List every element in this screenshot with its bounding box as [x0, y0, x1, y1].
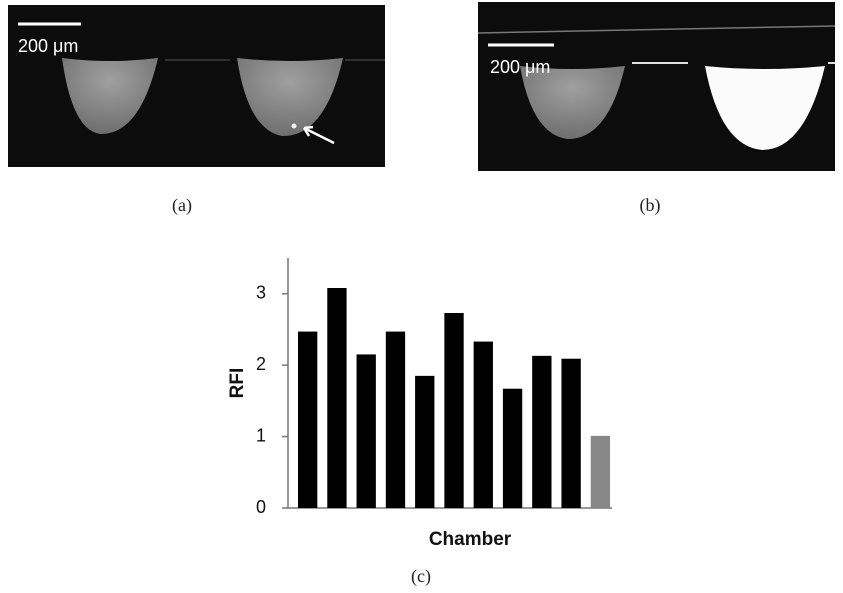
bar	[474, 342, 493, 508]
figure: 200 μm (a) 200 μm (b) 0 1 2 3 RFI Chamber (…	[0, 0, 843, 593]
micrograph-b: 200 μm	[478, 2, 835, 171]
bar	[298, 332, 317, 508]
bar	[503, 389, 522, 508]
y-tick-label: 1	[256, 425, 266, 445]
y-axis-label: RFI	[227, 368, 248, 399]
scale-bar-label: 200 μm	[490, 57, 550, 77]
bar	[415, 376, 434, 508]
chart: 0 1 2 3	[256, 258, 612, 517]
y-tick-label: 2	[256, 354, 266, 374]
y-tick-label: 3	[256, 282, 266, 302]
bar	[327, 288, 346, 508]
panel-label: (b)	[640, 195, 661, 216]
x-axis-label: Chamber	[429, 529, 512, 550]
panel-label: (c)	[411, 566, 431, 587]
bar	[532, 356, 551, 508]
bar	[591, 436, 610, 508]
panel-label: (a)	[172, 195, 192, 216]
scale-bar-label: 200 μm	[18, 36, 78, 56]
bar	[561, 359, 580, 508]
y-tick-label: 0	[256, 497, 266, 517]
bar	[386, 332, 405, 508]
bar	[444, 313, 463, 508]
bar	[357, 354, 376, 508]
micrograph-a: 200 μm	[8, 5, 385, 167]
